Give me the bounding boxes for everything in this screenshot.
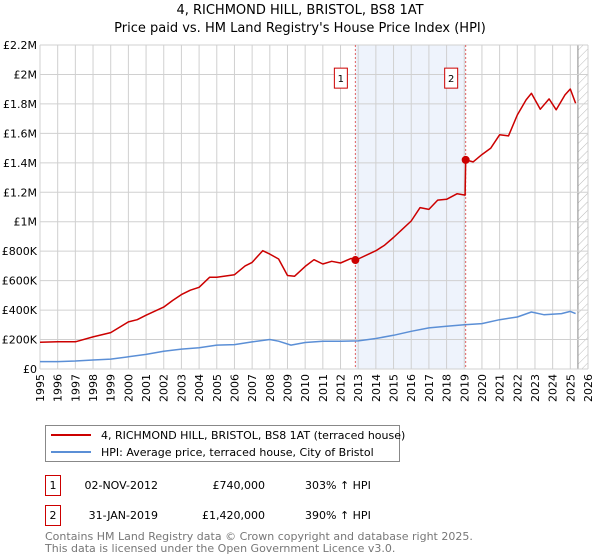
x-tick-label: 2018 (441, 374, 454, 402)
transaction-number: 2 (45, 505, 61, 526)
y-tick-label: £400K (2, 304, 38, 317)
x-tick-label: 2002 (158, 374, 171, 402)
property-price-line (39, 88, 577, 343)
legend-item-hpi: HPI: Average price, terraced house, City… (51, 444, 374, 460)
y-tick-label: £1M (14, 216, 38, 229)
x-tick-label: 2000 (122, 374, 135, 402)
x-tick-label: 2024 (547, 374, 560, 402)
legend: 4, RICHMOND HILL, BRISTOL, BS8 1AT (terr… (45, 425, 405, 462)
legend-swatch-blue (51, 451, 91, 453)
sale-label: 2 (448, 74, 454, 85)
legend-label: 4, RICHMOND HILL, BRISTOL, BS8 1AT (terr… (101, 428, 406, 442)
x-tick-label: 1995 (34, 374, 47, 402)
x-tick-label: 2023 (529, 374, 542, 402)
x-tick-label: 2012 (335, 374, 348, 402)
footer-licence: This data is licensed under the Open Gov… (45, 542, 396, 555)
x-tick-label: 2008 (264, 374, 277, 402)
transaction-price: £740,000 (212, 479, 266, 492)
x-tick-label: 2013 (352, 374, 365, 402)
y-tick-label: £2M (14, 68, 38, 81)
sale-label: 1 (338, 74, 344, 85)
x-tick-label: 2004 (193, 374, 206, 402)
x-tick-label: 2005 (211, 374, 224, 402)
legend-swatch-red (51, 434, 91, 436)
x-tick-label: 2009 (281, 374, 294, 402)
x-tick-label: 2025 (564, 374, 577, 402)
x-tick-label: 2020 (476, 374, 489, 402)
x-tick-label: 2014 (370, 374, 383, 402)
transaction-hpi: 390% ↑ HPI (305, 509, 371, 522)
chart-title: 4, RICHMOND HILL, BRISTOL, BS8 1AT (176, 3, 424, 18)
sale-label-box (333, 67, 348, 89)
transaction-hpi: 303% ↑ HPI (305, 479, 371, 492)
x-tick-label: 2026 (582, 374, 595, 402)
forecast-hatch (577, 45, 588, 369)
y-tick-label: £800K (2, 245, 38, 258)
x-tick-label: 2022 (511, 374, 524, 402)
legend-label: HPI: Average price, terraced house, City… (101, 445, 374, 459)
x-tick-label: 1997 (69, 374, 82, 402)
transaction-price: £1,420,000 (202, 509, 265, 522)
transaction-number: 1 (45, 475, 61, 496)
footer-copyright: Contains HM Land Registry data © Crown c… (45, 530, 473, 543)
x-tick-label: 2007 (246, 374, 259, 402)
y-tick-label: £1.6M (3, 127, 37, 140)
y-tick-label: £1.8M (3, 98, 37, 111)
transaction-date: 31-JAN-2019 (88, 509, 158, 522)
y-tick-label: £600K (2, 275, 38, 288)
hpi-line (40, 310, 576, 363)
sale-point (351, 256, 360, 265)
chart-subtitle: Price paid vs. HM Land Registry's House … (114, 21, 486, 36)
y-tick-label: £200K (2, 334, 38, 347)
x-tick-label: 2016 (405, 374, 418, 402)
x-tick-label: 1996 (52, 374, 65, 402)
x-tick-label: 2003 (175, 374, 188, 402)
transaction-row: 2 31-JAN-2019 £1,420,000 390% ↑ HPI (45, 505, 445, 526)
x-tick-label: 2011 (317, 374, 330, 402)
ownership-period-shade (355, 45, 466, 369)
price-chart: 1995 1996 1997 1998 1999 2000 2001 2002 2003 2004… (2, 39, 595, 402)
x-tick-label: 2010 (299, 374, 312, 402)
x-tick-label: 2006 (228, 374, 241, 402)
x-tick-label: 1999 (105, 374, 118, 402)
y-tick-label: £2.2M (3, 39, 37, 52)
y-tick-label: £1.4M (3, 157, 37, 170)
x-tick-label: 2001 (140, 374, 153, 402)
x-tick-label: 2019 (458, 374, 471, 402)
transaction-date: 02-NOV-2012 (84, 479, 158, 492)
sale-point (461, 155, 470, 164)
x-tick-label: 2017 (423, 374, 436, 402)
x-tick-label: 2021 (494, 374, 507, 402)
legend-item-property: 4, RICHMOND HILL, BRISTOL, BS8 1AT (terr… (51, 427, 405, 443)
y-tick-label: £1.2M (3, 186, 37, 199)
x-tick-label: 1998 (87, 374, 100, 402)
transaction-row: 1 02-NOV-2012 £740,000 303% ↑ HPI (45, 475, 445, 496)
y-tick-label: £0 (23, 363, 37, 376)
x-tick-label: 2015 (388, 374, 401, 402)
sale-label-box (444, 67, 459, 89)
